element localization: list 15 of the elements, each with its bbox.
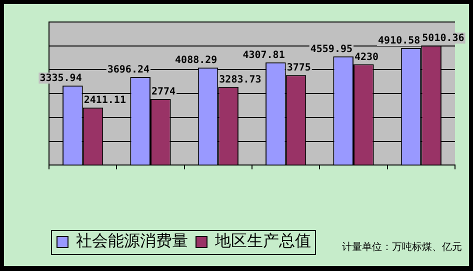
data-label: 4559.95 bbox=[310, 44, 353, 55]
legend-label: 社会能源消费量 bbox=[76, 231, 188, 250]
data-label: 5010.36 bbox=[422, 33, 464, 44]
data-label: 4910.58 bbox=[378, 36, 420, 47]
data-label: 4307.81 bbox=[242, 50, 285, 61]
data-label: 2774 bbox=[152, 86, 176, 98]
legend-label: 地区生产总值 bbox=[214, 231, 311, 250]
text: 计量单位：万吨标煤、亿元 bbox=[342, 242, 462, 253]
data-label: 3696.24 bbox=[107, 64, 150, 76]
data-label: 4230 bbox=[354, 52, 379, 63]
data-label: 2411.11 bbox=[84, 95, 126, 106]
data-label: 4088.29 bbox=[175, 55, 218, 66]
data-label: 3775 bbox=[286, 62, 311, 74]
data-label: 3335.94 bbox=[40, 73, 82, 84]
data-label: 3283.73 bbox=[219, 74, 262, 86]
